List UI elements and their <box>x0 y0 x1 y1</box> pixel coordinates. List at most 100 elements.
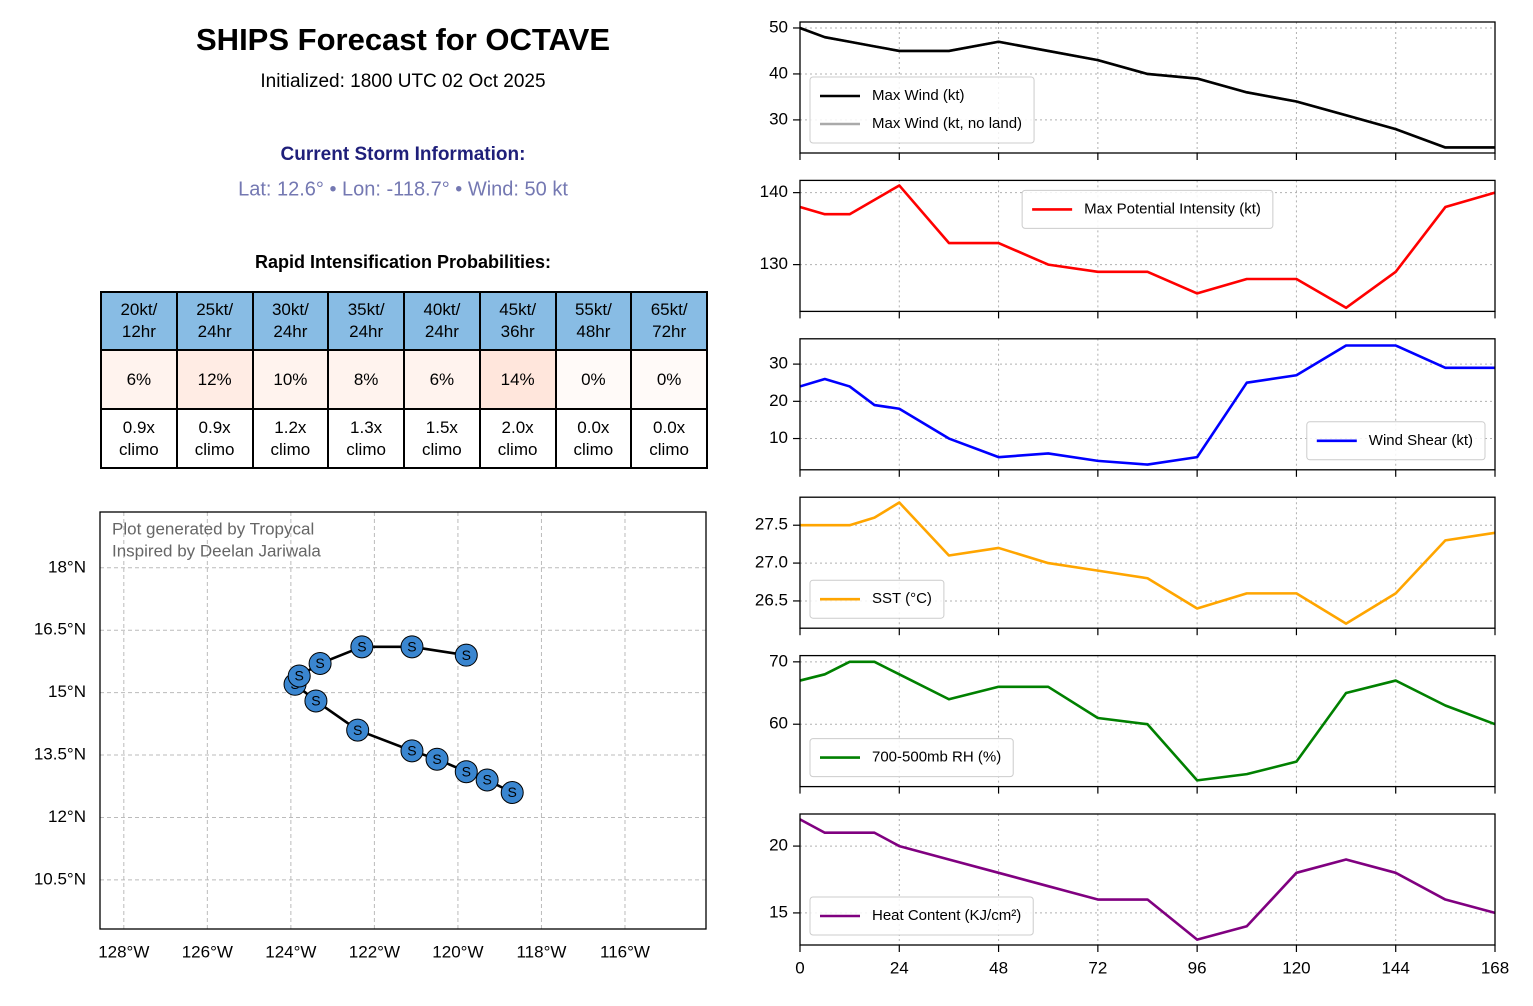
table-cell: 14% <box>478 349 557 410</box>
y-tick-label: 20 <box>769 836 788 855</box>
legend: Heat Content (KJ/cm²) <box>809 896 1034 936</box>
x-tick-label: 96 <box>1188 958 1207 977</box>
legend-box <box>809 738 1014 778</box>
ri-table: 20kt/ 12hr 25kt/ 24hr 30kt/ 24hr 35kt/ 24hr… <box>100 291 708 469</box>
series-line <box>799 818 1496 941</box>
y-tick-label: 13.5°N <box>34 745 86 764</box>
legend-box <box>809 76 1035 144</box>
table-cell: 55kt/ 48hr <box>554 291 633 351</box>
ri-heading: Rapid Intensification Probabilities: <box>255 252 551 272</box>
axes-frame <box>799 654 1496 788</box>
legend-label: Max Wind (kt, no land) <box>872 115 1022 132</box>
table-cell: 0% <box>630 349 708 410</box>
point-label: S <box>357 639 366 655</box>
x-tick-label: 24 <box>890 958 909 977</box>
x-tick-label: 118°W <box>516 942 566 961</box>
table-cell: 2.0x climo <box>478 408 557 469</box>
track-point <box>400 635 424 659</box>
track: SSSSSSSSSSSSS <box>283 635 524 804</box>
y-tick-label: 10 <box>769 428 788 447</box>
track-point <box>454 760 478 784</box>
table-cell: 0.0x climo <box>554 408 633 469</box>
x-tick-label: 0 <box>795 958 804 977</box>
axes-frame <box>799 21 1496 154</box>
y-tick-label: 15 <box>769 902 788 921</box>
track-point <box>454 643 478 667</box>
y-tick-label: 18°N <box>48 557 86 576</box>
x-tick-label: 48 <box>989 958 1008 977</box>
track-point <box>400 739 424 763</box>
table-cell: 6% <box>403 349 481 410</box>
x-tick-label: 128°W <box>98 942 149 961</box>
point-label: S <box>295 668 304 684</box>
track-point <box>287 664 311 688</box>
table-cell: 20kt/ 12hr <box>100 291 178 351</box>
series-line <box>799 344 1495 466</box>
point-label: S <box>315 655 324 671</box>
series-line <box>799 184 1496 310</box>
track-point <box>475 768 499 792</box>
track-point <box>425 747 449 771</box>
point-label: S <box>462 647 471 663</box>
legend-box <box>809 896 1034 936</box>
y-tick-label: 30 <box>769 109 788 128</box>
table-cell: 1.2x climo <box>251 408 330 469</box>
point-label: S <box>353 722 362 738</box>
table-cell: 8% <box>327 349 405 410</box>
title: SHIPS Forecast for OCTAVE <box>196 22 610 57</box>
y-tick-label: 30 <box>769 354 788 373</box>
point-label: S <box>462 763 471 779</box>
table-cell: 0.0x climo <box>630 408 708 469</box>
track-point <box>304 689 328 713</box>
point-label: S <box>432 751 441 767</box>
table-cell: 30kt/ 24hr <box>251 291 330 351</box>
axes-frame <box>99 511 707 930</box>
legend-box <box>809 579 945 619</box>
table-row: 6% 12% 10% 8% 6% 14% 0% 0% <box>100 349 708 410</box>
series-line <box>799 26 1495 149</box>
x-tick-label: 122°W <box>349 942 400 961</box>
legend: SST (°C) <box>809 579 945 619</box>
table-cell: 1.3x climo <box>327 408 405 469</box>
table-cell: 65kt/ 72hr <box>630 291 708 351</box>
x-tick-label: 144 <box>1382 958 1410 977</box>
y-tick-label: 60 <box>769 714 788 733</box>
x-tick-label: 72 <box>1088 958 1107 977</box>
legend-box <box>1306 421 1486 461</box>
point-label: S <box>407 639 416 655</box>
storm-heading: Current Storm Information: <box>281 144 526 165</box>
series-line <box>799 660 1496 782</box>
table-cell: 45kt/ 36hr <box>478 291 557 351</box>
point-label: S <box>407 743 416 759</box>
track-point <box>350 635 374 659</box>
x-tick-label: 126°W <box>182 942 233 961</box>
annotation: Plot generated by Tropycal <box>112 519 314 538</box>
axes-frame <box>799 496 1496 629</box>
table-cell: 10% <box>251 349 330 410</box>
table-cell: 12% <box>175 349 254 410</box>
subtitle: Initialized: 1800 UTC 02 Oct 2025 <box>260 71 545 92</box>
series-line <box>800 501 1496 625</box>
point-label: S <box>508 784 517 800</box>
axes-frame <box>799 179 1496 313</box>
y-tick-label: 20 <box>769 391 788 410</box>
y-tick-label: 140 <box>760 182 788 201</box>
table-cell: 40kt/ 24hr <box>403 291 481 351</box>
y-tick-label: 50 <box>769 17 788 36</box>
y-tick-label: 27.5 <box>755 515 788 534</box>
x-tick-label: 116°W <box>600 942 650 961</box>
legend-label: 700-500mb RH (%) <box>872 749 1001 766</box>
table-cell: 6% <box>100 349 178 410</box>
annotation: Inspired by Deelan Jariwala <box>112 541 321 560</box>
axes-frame <box>799 338 1496 471</box>
legend-box <box>1021 189 1274 229</box>
y-tick-label: 15°N <box>48 682 86 701</box>
track-point <box>308 651 332 675</box>
table-row: 20kt/ 12hr 25kt/ 24hr 30kt/ 24hr 35kt/ 24hr… <box>100 291 708 351</box>
table-cell: 0% <box>554 349 633 410</box>
track-point <box>500 780 524 804</box>
table-cell: 1.5x climo <box>403 408 481 469</box>
y-tick-label: 16.5°N <box>34 620 86 639</box>
point-label: S <box>482 772 491 788</box>
